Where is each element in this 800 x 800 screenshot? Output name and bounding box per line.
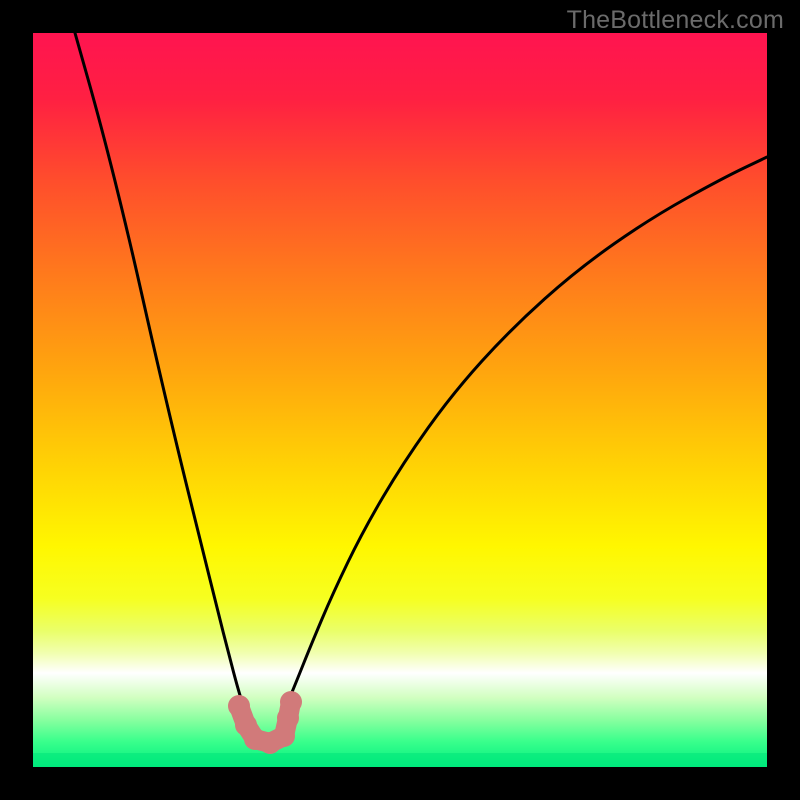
v-curve (33, 33, 767, 767)
curve-right-branch (285, 157, 767, 709)
marker-point (228, 695, 250, 717)
curve-left-branch (75, 33, 244, 708)
marker-cluster (228, 691, 302, 754)
watermark-text: TheBottleneck.com (567, 6, 784, 35)
plot-area (33, 33, 767, 767)
marker-point (280, 691, 302, 713)
chart-root: TheBottleneck.com (0, 0, 800, 800)
